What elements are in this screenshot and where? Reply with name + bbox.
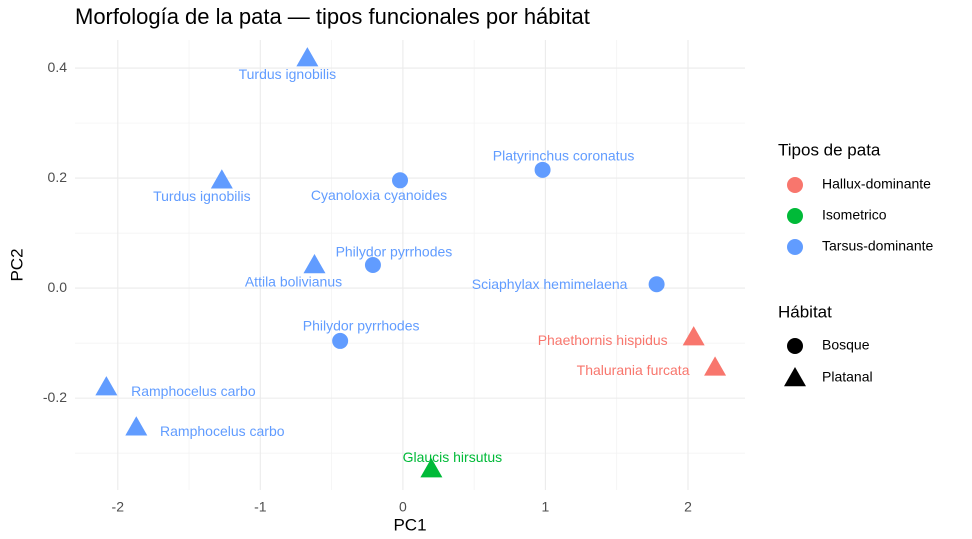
legend-swatch [787, 208, 803, 224]
point-label: Turdus ignobilis [239, 66, 337, 82]
point-label: Glaucis hirsutus [403, 449, 503, 465]
legend-label: Isometrico [822, 207, 887, 223]
point-label: Thalurania furcata [577, 362, 690, 378]
point [296, 47, 319, 67]
y-tick-label: 0.4 [48, 59, 68, 75]
point [332, 332, 349, 349]
point [682, 326, 705, 346]
point [125, 416, 148, 436]
y-axis-label: PC2 [7, 248, 26, 281]
point [704, 356, 727, 376]
point-label: Cyanoloxia cyanoides [311, 187, 447, 203]
x-axis-label: PC1 [393, 515, 426, 534]
point-label: Philydor pyrrhodes [336, 244, 453, 260]
point [648, 276, 665, 293]
x-tick-label: 0 [399, 499, 407, 515]
grid [75, 40, 745, 490]
legend-label: Tarsus-dominante [822, 238, 933, 254]
x-tick-label: 2 [684, 499, 692, 515]
point [534, 161, 551, 178]
point [303, 254, 326, 274]
point-label: Turdus ignobilis [153, 188, 251, 204]
point-label: Philydor pyrrhodes [303, 318, 420, 334]
legend-swatch [787, 177, 803, 193]
point [364, 257, 381, 273]
chart-title: Morfología de la pata — tipos funcionale… [75, 4, 590, 29]
y-tick-label: 0.2 [48, 169, 68, 185]
x-tick-label: 1 [542, 499, 550, 515]
point [392, 172, 409, 189]
point [95, 376, 118, 396]
legend-label: Platanal [822, 369, 873, 385]
point-label: Attila bolivianus [245, 274, 342, 290]
legend-swatch [787, 338, 803, 354]
legend-title: Hábitat [778, 302, 832, 321]
y-tick-label: -0.2 [43, 389, 67, 405]
point-label: Ramphocelus carbo [160, 423, 285, 439]
point-label: Ramphocelus carbo [131, 383, 256, 399]
point-label: Sciaphylax hemimelaena [472, 276, 628, 292]
x-tick-label: -2 [112, 499, 125, 515]
legend-swatch [784, 367, 806, 387]
legend-label: Hallux-dominante [822, 176, 931, 192]
point-label: Platyrinchus coronatus [493, 148, 635, 164]
point-label: Phaethornis hispidus [538, 332, 668, 348]
y-tick-label: 0.0 [48, 279, 68, 295]
legend-title: Tipos de pata [778, 140, 881, 159]
legend-label: Bosque [822, 337, 870, 353]
x-tick-label: -1 [254, 499, 267, 515]
legend-swatch [787, 239, 803, 255]
point [420, 458, 443, 478]
point [210, 169, 233, 189]
